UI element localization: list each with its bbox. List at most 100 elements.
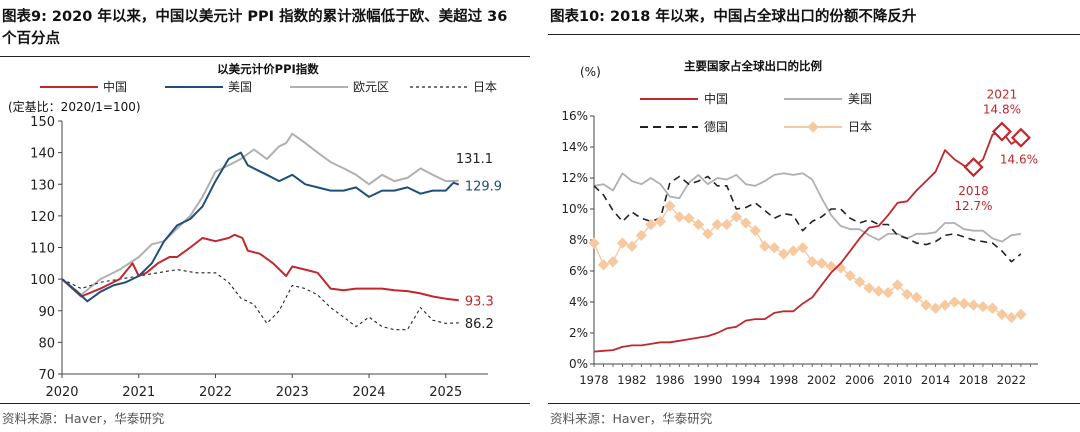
figure-title: 图表10: 2018 年以来，中国占全球出口的份额不降反升 [550,9,917,25]
data-point-japan [645,218,657,231]
y-tick-label: 130 [30,178,55,193]
source-note: 资料来源：Haver，华泰研究 [550,411,713,426]
x-tick-label: 1986 [655,373,684,387]
legend-label: 日本 [473,80,497,94]
series-line-1 [593,172,1022,243]
source-rule [0,403,530,404]
source-rule [548,403,1080,404]
series-line-3 [61,269,459,331]
data-point-japan [721,218,733,231]
end-value-label: 131.1 [456,152,493,167]
end-value-label: 93.3 [465,294,494,309]
data-point-japan [768,242,780,254]
data-point-japan [872,285,885,297]
data-point-japan [683,212,695,224]
legend-label: 德国 [704,119,728,134]
y-tick-label: 16% [561,109,588,123]
end-value-label: 86.2 [465,317,494,332]
x-tick-label: 2021 [122,385,155,400]
title-rule [0,56,530,57]
data-point-japan [939,299,951,311]
legend-label: 欧元区 [353,80,389,94]
series-line-0 [593,130,1022,353]
data-point-japan [654,215,667,228]
y-tick-label: 90 [38,305,55,320]
x-tick-label: 1994 [731,373,760,387]
x-tick-label: 2018 [959,373,988,387]
highlight-marker [963,157,984,178]
series-line-3 [593,205,1022,319]
x-tick-label: 2024 [352,385,385,400]
y-tick-label: 120 [30,210,55,225]
data-point-japan [986,302,999,314]
x-tick-label: 1978 [579,373,608,387]
y-tick-label: 6% [569,264,588,278]
legend-label: 中国 [103,79,127,94]
data-point-japan [702,228,714,240]
y-tick-label: 2% [569,326,588,340]
data-point-japan [607,256,619,268]
source-note: 资料来源：Haver，华泰研究 [2,411,165,426]
series-line-2 [61,132,459,296]
y-axis-label: (定基比：2020/1=100) [8,99,141,114]
x-tick-label: 2022 [997,373,1026,387]
legend-label: 美国 [848,92,872,106]
data-point-japan [844,269,856,282]
y-tick-label: 12% [561,171,588,185]
y-tick-label: 4% [569,295,588,309]
x-tick-label: 2025 [429,385,462,400]
data-point-japan [1015,308,1027,321]
data-point-japan [597,259,610,271]
series-line-1 [61,151,460,303]
data-point-japan [626,240,638,252]
y-tick-label: 8% [569,233,588,247]
data-point-japan [920,299,932,311]
chart-title: 以美元计价PPI指数 [217,62,319,76]
y-tick-label: 14% [561,140,588,154]
data-point-japan [787,245,799,257]
x-tick-label: 2006 [845,373,874,387]
series-line-2 [593,175,1022,263]
data-point-japan [967,299,980,311]
data-point-japan [816,257,828,269]
y-tick-label: 110 [30,242,55,257]
x-tick-label: 2022 [199,385,232,400]
y-axis-label: (%) [580,65,601,79]
data-point-japan [948,296,961,308]
annotation-value: 14.8% [983,103,1021,117]
ppi-chart: 以美元计价PPI指数 (定基比：2020/1=100) 中国 美国 欧元区 日本 70 80 9… [8,62,502,400]
chart-title: 主要国家占全球出口的比例 [684,59,822,73]
highlight-marker [991,121,1012,142]
x-tick-label: 1998 [769,373,798,387]
data-point-japan [863,282,875,294]
annotation-value: 14.6% [1000,153,1038,167]
data-point-japan [958,297,970,310]
title-rule [548,34,1080,35]
y-tick-label: 150 [30,115,55,130]
data-point-japan [588,237,600,249]
y-tick-label: 10% [561,202,588,216]
annotation-value: 12.7% [954,199,992,213]
annotation-year: 2018 [958,184,989,198]
x-tick-label: 2023 [276,385,309,400]
series-line-0 [61,233,459,302]
data-point-japan [759,240,771,252]
y-tick-label: 100 [30,273,55,288]
data-point-japan [854,276,866,288]
data-point-japan [806,256,818,268]
y-tick-label: 140 [30,147,55,162]
x-tick-label: 1990 [693,373,722,387]
highlight-marker [1010,127,1031,148]
y-tick-label: 0% [569,357,588,371]
figure-title: 图表9: 2020 年以来，中国以美元计 PPI 指数的累计涨幅低于欧、美超过 … [2,9,508,47]
x-tick-label: 2010 [883,373,912,387]
x-tick-label: 2002 [807,373,836,387]
data-point-japan [616,237,629,249]
figure-10-panel: 图表10: 2018 年以来，中国占全球出口的份额不降反升 主要国家占全球出口的… [548,0,1080,432]
data-point-japan [996,308,1008,321]
data-point-japan [929,302,942,314]
y-tick-label: 70 [38,368,55,383]
figure-9-panel: 图表9: 2020 年以来，中国以美元计 PPI 指数的累计涨幅低于欧、美超过 … [0,0,530,432]
legend-label: 中国 [704,91,728,106]
